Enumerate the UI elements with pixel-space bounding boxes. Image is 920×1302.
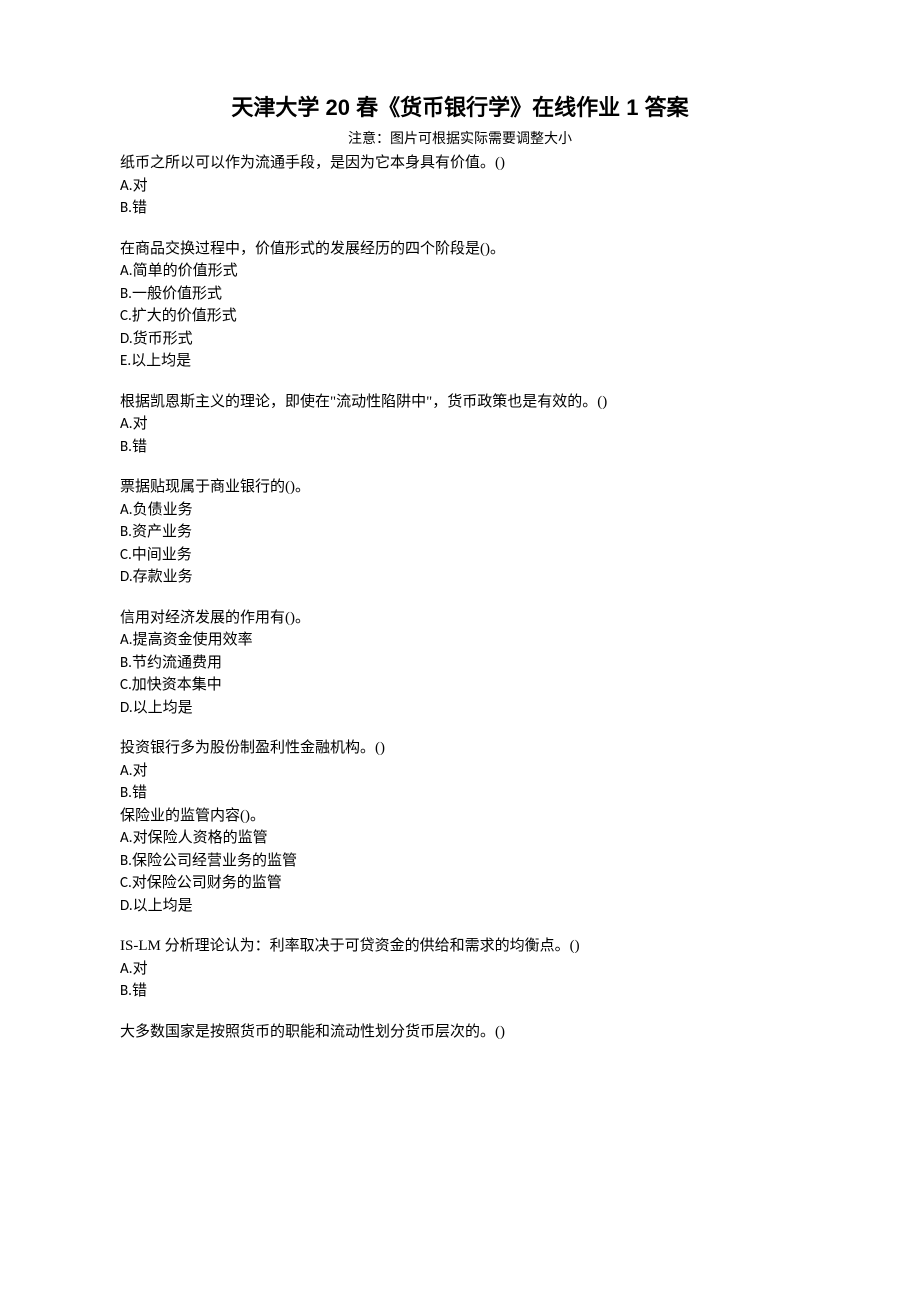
question-block: 信用对经济发展的作用有()。A.提高资金使用效率B.节约流通费用C.加快资本集中…	[120, 607, 800, 720]
option-text: 扩大的价值形式	[132, 308, 237, 324]
option-text: 错	[132, 785, 147, 801]
question-text: 在商品交换过程中，价值形式的发展经历的四个阶段是()。	[120, 238, 800, 261]
option-text: 中间业务	[132, 547, 192, 563]
option: B.错	[120, 782, 800, 805]
question-block: 票据贴现属于商业银行的()。A.负债业务B.资产业务C.中间业务D.存款业务	[120, 476, 800, 589]
option: B.错	[120, 980, 800, 1003]
option-letter: B.	[120, 523, 132, 541]
page-title: 天津大学 20 春《货币银行学》在线作业 1 答案	[120, 90, 800, 122]
option-text: 以上均是	[133, 700, 193, 716]
option-text: 对保险人资格的监管	[133, 830, 268, 846]
option-text: 简单的价值形式	[133, 263, 238, 279]
option: A.提高资金使用效率	[120, 629, 800, 652]
option-letter: B.	[120, 982, 132, 1000]
option-text: 对	[133, 178, 148, 194]
question-block: 纸币之所以可以作为流通手段，是因为它本身具有价值。()A.对B.错	[120, 152, 800, 220]
option-text: 以上均是	[133, 898, 193, 914]
option: D.以上均是	[120, 895, 800, 918]
question-block: 投资银行多为股份制盈利性金融机构。()A.对B.错	[120, 737, 800, 805]
option: B.错	[120, 436, 800, 459]
question-text: 纸币之所以可以作为流通手段，是因为它本身具有价值。()	[120, 152, 800, 175]
option: A.简单的价值形式	[120, 260, 800, 283]
option-letter: A.	[120, 177, 133, 195]
option-letter: B.	[120, 784, 132, 802]
question-text: IS-LM 分析理论认为：利率取决于可贷资金的供给和需求的均衡点。()	[120, 935, 800, 958]
option-letter: B.	[120, 438, 132, 456]
option: A.对	[120, 760, 800, 783]
question-text: 根据凯恩斯主义的理论，即使在"流动性陷阱中"，货币政策也是有效的。()	[120, 391, 800, 414]
option: C.中间业务	[120, 544, 800, 567]
option-text: 一般价值形式	[132, 286, 222, 302]
option-letter: E.	[120, 352, 131, 370]
option: A.对	[120, 175, 800, 198]
option-letter: B.	[120, 852, 132, 870]
option: B.保险公司经营业务的监管	[120, 850, 800, 873]
option-text: 保险公司经营业务的监管	[132, 853, 297, 869]
option-letter: A.	[120, 960, 133, 978]
question-block: 大多数国家是按照货币的职能和流动性划分货币层次的。()	[120, 1021, 800, 1044]
option: D.存款业务	[120, 566, 800, 589]
question-block: IS-LM 分析理论认为：利率取决于可贷资金的供给和需求的均衡点。()A.对B.…	[120, 935, 800, 1003]
option-letter: A.	[120, 829, 133, 847]
option: B.错	[120, 197, 800, 220]
option-letter: C.	[120, 676, 132, 694]
option-letter: A.	[120, 415, 133, 433]
option-letter: B.	[120, 654, 132, 672]
option-letter: C.	[120, 546, 132, 564]
option: C.对保险公司财务的监管	[120, 872, 800, 895]
page-subtitle: 注意：图片可根据实际需要调整大小	[120, 128, 800, 148]
question-text: 票据贴现属于商业银行的()。	[120, 476, 800, 499]
option-text: 错	[132, 439, 147, 455]
option-text: 存款业务	[133, 569, 193, 585]
option: A.负债业务	[120, 499, 800, 522]
option-letter: A.	[120, 262, 133, 280]
question-block: 在商品交换过程中，价值形式的发展经历的四个阶段是()。A.简单的价值形式B.一般…	[120, 238, 800, 373]
option-text: 加快资本集中	[132, 677, 222, 693]
questions-container: 纸币之所以可以作为流通手段，是因为它本身具有价值。()A.对B.错在商品交换过程…	[120, 152, 800, 1043]
option-letter: D.	[120, 897, 133, 915]
option-text: 以上均是	[131, 353, 191, 369]
question-block: 保险业的监管内容()。A.对保险人资格的监管B.保险公司经营业务的监管C.对保险…	[120, 805, 800, 918]
option-letter: D.	[120, 699, 133, 717]
option-letter: B.	[120, 285, 132, 303]
option-text: 对	[133, 961, 148, 977]
option-text: 节约流通费用	[132, 655, 222, 671]
option-text: 对保险公司财务的监管	[132, 875, 282, 891]
question-text: 保险业的监管内容()。	[120, 805, 800, 828]
option: B.节约流通费用	[120, 652, 800, 675]
question-text: 信用对经济发展的作用有()。	[120, 607, 800, 630]
option: B.一般价值形式	[120, 283, 800, 306]
option-text: 对	[133, 763, 148, 779]
option-letter: A.	[120, 762, 133, 780]
option-letter: A.	[120, 501, 133, 519]
option-letter: C.	[120, 307, 132, 325]
option-text: 对	[133, 416, 148, 432]
option: E.以上均是	[120, 350, 800, 373]
option: C.扩大的价值形式	[120, 305, 800, 328]
option-text: 货币形式	[133, 331, 193, 347]
option-text: 错	[132, 983, 147, 999]
option: A.对保险人资格的监管	[120, 827, 800, 850]
option-text: 负债业务	[133, 502, 193, 518]
option: C.加快资本集中	[120, 674, 800, 697]
question-text: 投资银行多为股份制盈利性金融机构。()	[120, 737, 800, 760]
option: A.对	[120, 958, 800, 981]
option-letter: D.	[120, 330, 133, 348]
option: D.以上均是	[120, 697, 800, 720]
option-letter: D.	[120, 568, 133, 586]
option-text: 资产业务	[132, 524, 192, 540]
option-letter: B.	[120, 199, 132, 217]
option-text: 错	[132, 200, 147, 216]
option-letter: C.	[120, 874, 132, 892]
option: A.对	[120, 413, 800, 436]
question-text: 大多数国家是按照货币的职能和流动性划分货币层次的。()	[120, 1021, 800, 1044]
question-block: 根据凯恩斯主义的理论，即使在"流动性陷阱中"，货币政策也是有效的。()A.对B.…	[120, 391, 800, 459]
option-text: 提高资金使用效率	[133, 632, 253, 648]
option-letter: A.	[120, 631, 133, 649]
option: D.货币形式	[120, 328, 800, 351]
option: B.资产业务	[120, 521, 800, 544]
